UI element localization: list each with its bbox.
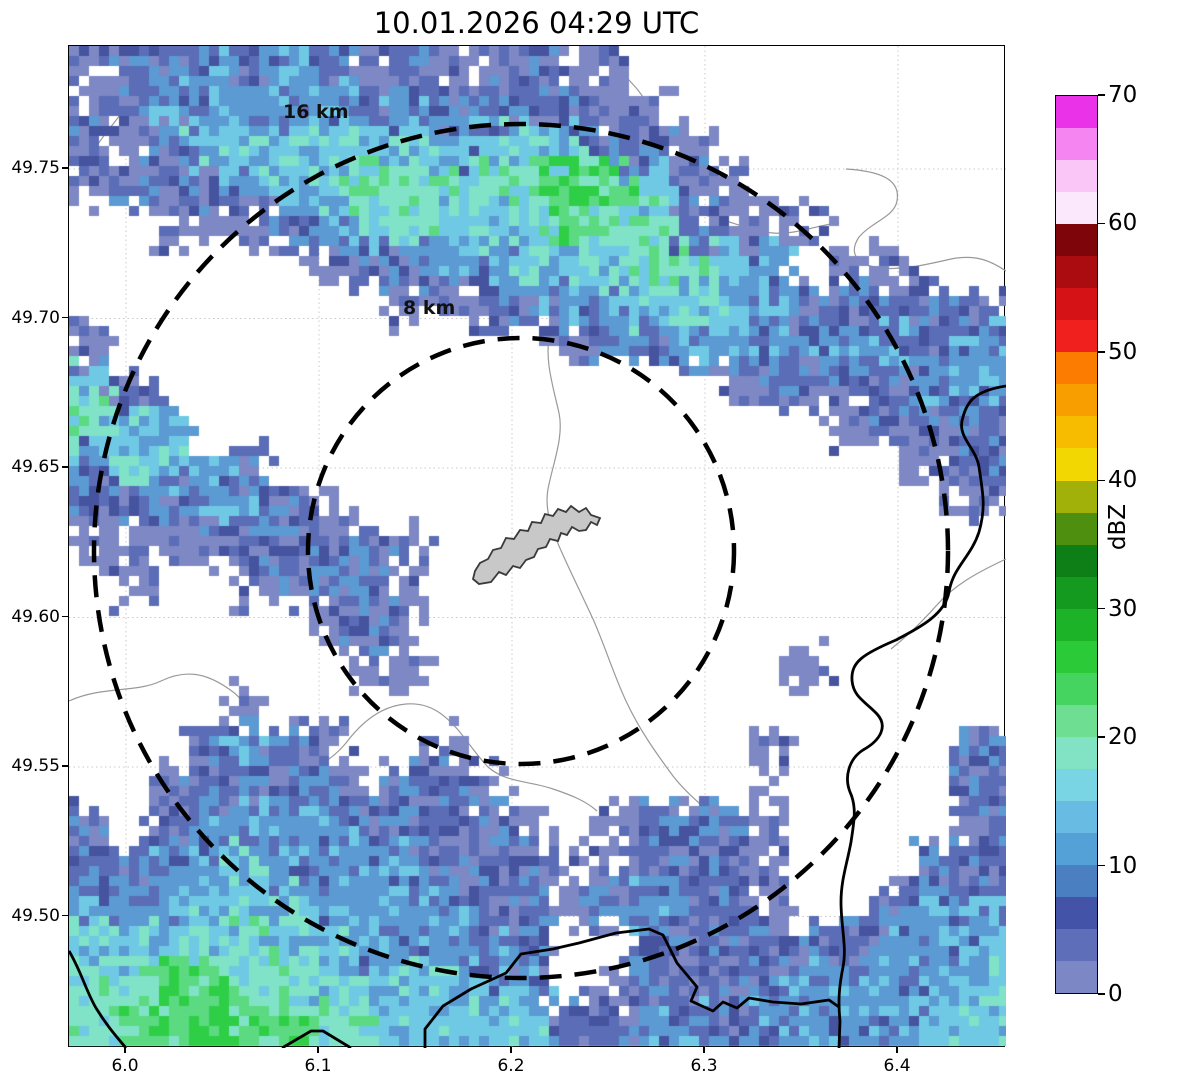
y-axis-tick-label: 49.55 [11,756,60,776]
y-axis-tickmark [62,167,68,169]
ring-8km-circle [305,335,737,767]
colorbar-band [1056,480,1097,513]
colorbar-tick-label: 10 [1108,852,1138,879]
colorbar-tick-label: 50 [1108,338,1138,365]
ring-16km-circle [91,121,951,981]
x-axis-tickmark [510,1047,512,1053]
colorbar-band [1056,576,1097,609]
x-axis-tick-label: 6.4 [883,1056,911,1076]
colorbar-tick-label: 30 [1108,595,1138,622]
y-axis-tick-label: 49.75 [11,158,60,178]
x-axis-tickmark [896,1047,898,1053]
colorbar-band [1056,224,1097,257]
y-axis-tick-label: 49.70 [11,307,60,328]
x-axis-tickmark [317,1047,319,1053]
y-axis-tick-label: 49.65 [11,457,60,477]
x-axis-tick-label: 6.3 [690,1056,718,1076]
colorbar-band [1056,416,1097,449]
colorbar-tickmark [1098,736,1105,738]
colorbar-band [1056,288,1097,321]
x-axis-tick-label: 6.1 [304,1056,332,1076]
colorbar-band [1056,320,1097,353]
colorbar-band [1056,896,1097,929]
colorbar-band [1056,352,1097,385]
ring-label-16km: 16 km [283,101,349,123]
colorbar-band [1056,800,1097,833]
colorbar-tickmark [1098,479,1105,482]
colorbar-band [1056,128,1097,161]
colorbar-band [1056,704,1097,737]
colorbar-tickmark [1098,94,1105,96]
colorbar-band [1056,512,1097,545]
colorbar-tick-label: 60 [1108,210,1138,237]
y-axis-tickmark [62,914,68,917]
range-rings [91,121,951,981]
figure-title: 10.01.2026 04:29 UTC [373,6,700,40]
y-axis-tickmark [62,466,68,468]
x-axis-tick-label: 6.2 [497,1056,525,1076]
colorbar-band [1056,160,1097,193]
colorbar-tick-label: 0 [1108,981,1123,1007]
national-borders [69,384,1006,1048]
colorbar-band [1056,448,1097,481]
colorbar-band [1056,672,1097,705]
map-plot [68,45,1006,1048]
colorbar-band [1056,256,1097,289]
y-axis-tick-label: 49.50 [11,905,60,926]
colorbar-axis-label: dBZ [1105,503,1131,551]
colorbar-band [1056,544,1097,577]
colorbar-band [1056,96,1097,129]
x-axis-tick-label: 6.0 [111,1056,139,1076]
x-axis-tickmark [124,1047,126,1053]
colorbar-band [1056,736,1097,769]
colorbar-band [1056,192,1097,225]
colorbar-tickmark [1098,351,1105,353]
ring-label-8km: 8 km [403,297,456,319]
colorbar-band [1056,384,1097,417]
y-axis-tickmark [62,765,68,767]
y-axis-tickmark [62,316,68,319]
y-axis-tick-label: 49.60 [11,606,60,627]
colorbar-band [1056,640,1097,673]
colorbar-tick-label: 20 [1108,724,1138,751]
colorbar-band [1056,768,1097,801]
colorbar-band [1056,960,1097,993]
city-outline [471,504,602,585]
colorbar-tickmark [1098,864,1105,867]
colorbar-tickmark [1098,993,1105,995]
map-overlay [69,121,1006,1048]
colorbar-band [1056,864,1097,897]
colorbar-tickmark [1098,222,1105,225]
colorbar-band [1056,928,1097,961]
colorbar-tick-label: 40 [1108,467,1138,494]
colorbar-tick-label: 70 [1108,82,1138,108]
colorbar [1055,95,1098,994]
y-axis-tickmark [62,615,68,618]
x-axis-tickmark [703,1047,705,1053]
colorbar-band [1056,832,1097,865]
colorbar-tickmark [1098,607,1105,610]
colorbar-band [1056,608,1097,641]
